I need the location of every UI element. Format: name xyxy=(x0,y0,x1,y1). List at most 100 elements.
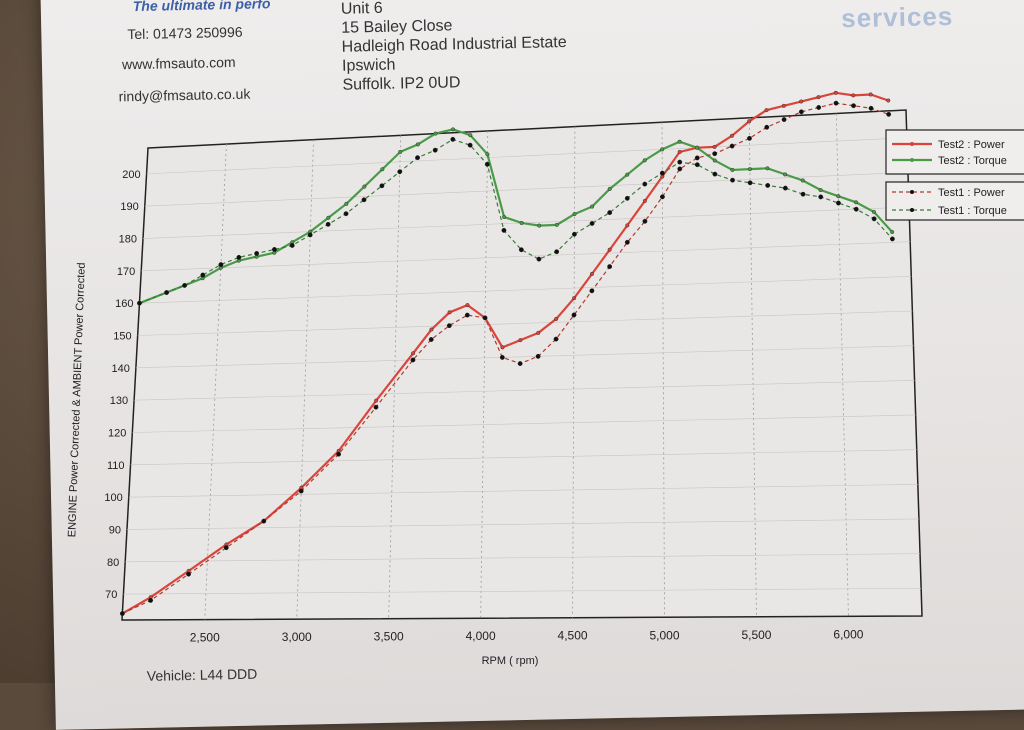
data-point xyxy=(298,488,304,494)
data-point xyxy=(607,186,612,191)
legend-label: Test2 : Torque xyxy=(938,155,1007,167)
data-point xyxy=(677,159,683,165)
data-point xyxy=(764,108,769,113)
data-point xyxy=(518,247,524,253)
data-point xyxy=(871,209,876,214)
data-point xyxy=(272,247,277,252)
grid-line-x xyxy=(204,144,227,620)
data-point xyxy=(119,611,125,616)
y-tick-label: 110 xyxy=(107,460,125,472)
x-tick-label: 5,500 xyxy=(741,628,771,642)
series-line-2 xyxy=(122,102,889,615)
x-tick-label: 3,000 xyxy=(282,630,312,644)
grid-line-y xyxy=(135,345,914,369)
data-point xyxy=(182,283,188,288)
data-point xyxy=(289,243,295,248)
data-point xyxy=(589,271,594,276)
data-point xyxy=(535,353,541,359)
legend-box-test1 xyxy=(885,181,1024,221)
data-point xyxy=(798,109,804,115)
y-tick-label: 130 xyxy=(110,395,128,407)
data-point xyxy=(254,251,260,256)
data-point xyxy=(164,290,169,295)
grid-line-y xyxy=(125,553,921,563)
grid-line-y xyxy=(141,241,911,272)
data-point xyxy=(415,142,420,147)
data-point xyxy=(379,183,385,189)
data-point xyxy=(218,262,224,267)
y-axis-label: ENGINE Power Corrected & AMBIENT Power C… xyxy=(66,262,88,537)
data-point xyxy=(325,221,331,227)
y-tick-label: 160 xyxy=(115,298,133,310)
grid-line-y xyxy=(144,172,908,207)
data-point xyxy=(712,158,717,163)
data-point xyxy=(536,256,542,262)
y-tick-label: 70 xyxy=(105,589,117,601)
legend-marker xyxy=(910,158,914,162)
data-point xyxy=(747,119,752,124)
data-point xyxy=(465,303,470,308)
data-point xyxy=(589,221,595,226)
data-point xyxy=(854,200,859,205)
y-tick-label: 100 xyxy=(104,492,122,504)
data-point xyxy=(764,124,770,130)
y-tick-label: 80 xyxy=(107,557,119,569)
data-point xyxy=(590,204,595,209)
data-point xyxy=(447,310,452,315)
x-tick-label: 3,500 xyxy=(374,630,404,644)
legend-label: Test1 : Power xyxy=(938,187,1005,199)
data-point xyxy=(374,398,379,403)
data-point xyxy=(553,336,559,342)
grid-line-y xyxy=(139,276,912,304)
data-point xyxy=(659,170,665,176)
x-tick-labels: 2,500 3,000 3,500 4,000 4,500 5,000 5,500 6,000 xyxy=(190,627,864,644)
data-point xyxy=(607,210,613,215)
data-point xyxy=(816,105,822,110)
data-point xyxy=(261,518,267,524)
y-tick-labels: 70 80 90 100 110 120 130 140 150 160 170 180 190 200 xyxy=(104,169,140,601)
data-point xyxy=(747,167,752,172)
data-point xyxy=(499,354,505,360)
data-point xyxy=(186,571,191,577)
data-point xyxy=(800,191,806,197)
data-point xyxy=(695,145,700,150)
x-axis-label: RPM ( rpm) xyxy=(482,655,539,667)
data-point xyxy=(730,167,735,172)
data-point xyxy=(397,169,403,175)
data-point xyxy=(694,162,700,168)
data-point xyxy=(554,316,559,321)
series-lines xyxy=(119,90,895,616)
data-point xyxy=(712,171,718,177)
data-point xyxy=(518,338,523,343)
data-point xyxy=(747,180,753,186)
data-point xyxy=(868,105,874,111)
data-point xyxy=(607,264,613,269)
data-point xyxy=(236,254,242,260)
data-point xyxy=(833,90,838,95)
data-point xyxy=(729,143,735,149)
data-point xyxy=(343,211,349,217)
data-point xyxy=(433,131,438,136)
data-point xyxy=(336,451,341,457)
data-point xyxy=(712,151,718,157)
data-point xyxy=(361,197,367,203)
data-point xyxy=(851,93,856,98)
data-point xyxy=(373,404,379,410)
data-point xyxy=(362,184,367,189)
data-point xyxy=(836,194,841,199)
data-point xyxy=(871,216,877,222)
series-line-0 xyxy=(121,91,889,615)
data-point xyxy=(482,315,488,321)
data-point xyxy=(816,95,821,100)
x-tick-label: 5,000 xyxy=(650,628,680,642)
data-point xyxy=(485,152,490,157)
data-point xyxy=(818,188,823,193)
data-point xyxy=(223,545,229,551)
data-point xyxy=(836,200,841,206)
x-tick-label: 4,000 xyxy=(466,629,496,643)
data-point xyxy=(326,215,331,220)
data-point xyxy=(625,223,630,228)
y-tick-label: 140 xyxy=(112,363,130,375)
data-point xyxy=(868,92,873,97)
data-point xyxy=(572,296,577,301)
